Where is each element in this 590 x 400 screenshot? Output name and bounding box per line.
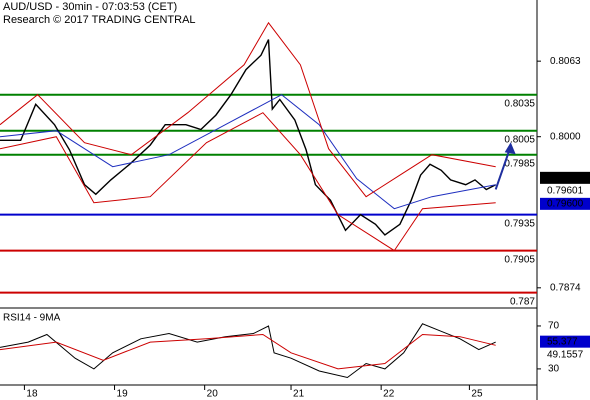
price-tag-label: 49.1557 — [547, 349, 584, 360]
y-tick-label: 0.8000 — [550, 131, 581, 142]
x-tick-label: 25 — [471, 389, 483, 400]
forecast-arrow — [494, 145, 512, 190]
price-tag-label: 0.79657 — [547, 172, 584, 183]
price-tag — [540, 184, 590, 197]
x-tick-label: 18 — [26, 389, 38, 400]
chart-subtitle: Research © 2017 TRADING CENTRAL — [3, 14, 196, 26]
level-label: 0.8035 — [504, 98, 535, 109]
indicator-line — [0, 21, 496, 198]
level-label: 0.8005 — [504, 134, 535, 145]
x-tick-label: 19 — [117, 389, 129, 400]
price-tag — [540, 197, 590, 210]
price-tag-label: 0.79601 — [547, 185, 584, 196]
price-tag-label: 55.377 — [547, 336, 578, 347]
price-tag-label: 0.79600 — [547, 198, 584, 209]
rsi-tick-label: 30 — [548, 364, 560, 375]
rsi-tick-label: 70 — [548, 321, 560, 332]
rsi-line — [0, 333, 496, 370]
level-label: 0.7935 — [504, 218, 535, 229]
price-tag — [540, 171, 590, 184]
y-tick-label: 0.8063 — [550, 56, 581, 67]
level-label: 0.7985 — [504, 158, 535, 169]
indicator-line — [0, 112, 496, 252]
level-label: 0.787 — [510, 296, 535, 307]
rsi-title: RSI14 - 9MA — [3, 313, 61, 324]
price-line — [0, 39, 497, 236]
chart-title: AUD/USD - 30min - 07:03:53 (CET) — [3, 1, 177, 13]
indicator-line — [0, 94, 496, 210]
arrow-head — [504, 142, 516, 155]
price-tag — [540, 348, 590, 361]
x-tick-label: 20 — [207, 389, 219, 400]
x-tick-label: 21 — [293, 389, 305, 400]
level-label: 0.7905 — [504, 254, 535, 265]
y-tick-label: 0.7874 — [550, 282, 581, 293]
price-tag — [540, 335, 590, 348]
x-tick-label: 22 — [383, 389, 395, 400]
